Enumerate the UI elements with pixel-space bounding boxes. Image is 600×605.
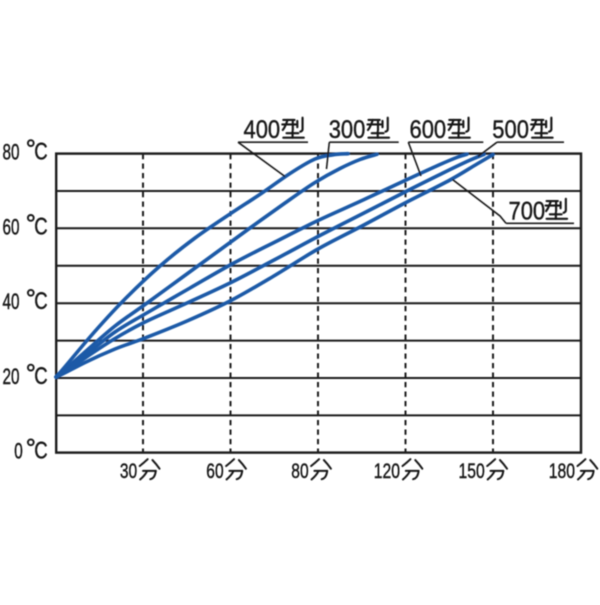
svg-text:20: 20 [3, 364, 20, 389]
svg-text:0: 0 [14, 439, 23, 464]
svg-text:C: C [34, 288, 47, 315]
svg-text:400: 400 [244, 116, 281, 144]
svg-text:C: C [34, 363, 47, 390]
svg-text:80: 80 [3, 140, 20, 165]
svg-text:150: 150 [459, 459, 485, 483]
svg-text:60: 60 [206, 459, 223, 483]
svg-text:80: 80 [291, 459, 308, 483]
svg-text:600: 600 [410, 116, 447, 144]
svg-text:300: 300 [329, 116, 366, 144]
svg-text:180: 180 [549, 459, 575, 483]
svg-text:120: 120 [374, 459, 400, 483]
svg-text:C: C [34, 139, 47, 166]
svg-text:700: 700 [509, 197, 546, 225]
svg-text:60: 60 [3, 214, 20, 239]
svg-text:500: 500 [492, 116, 529, 144]
svg-text:C: C [34, 213, 47, 240]
svg-text:C: C [34, 438, 47, 465]
svg-text:30: 30 [120, 459, 137, 483]
svg-text:40: 40 [3, 289, 20, 314]
